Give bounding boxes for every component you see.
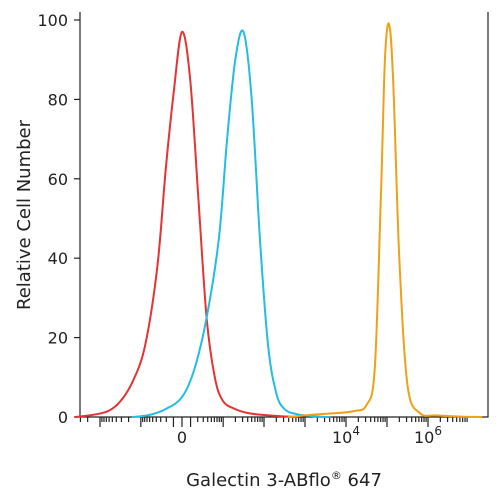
y-axis-ticks: 0 20 40 60 80 100 [37,11,80,427]
x-axis-label-registered: ® [331,469,342,482]
plot-frame [79,12,489,418]
y-tick-label: 20 [48,329,68,348]
x-axis-label: Galectin 3-ABflo® 647 [186,469,382,491]
x-axis-label-main: Galectin 3-ABflo [186,470,331,491]
x-tick-label: 0 [177,428,187,447]
x-tick-label: 104 [332,424,360,447]
y-tick-label: 100 [37,11,68,30]
y-tick-label: 80 [48,90,68,109]
axes [79,12,489,418]
y-tick-label: 60 [48,170,68,189]
series-line-3 [287,22,483,418]
y-tick-label: 0 [58,408,68,427]
series-line-1 [74,30,298,418]
x-tick-label: 106 [414,424,442,447]
x-axis-label-suffix: 647 [342,470,382,491]
y-tick-label: 40 [48,249,68,268]
series-group [74,22,483,418]
series-line-2 [131,29,331,418]
y-axis-label: Relative Cell Number [14,119,35,310]
x-axis-ticks: 0 104 106 [79,417,468,447]
